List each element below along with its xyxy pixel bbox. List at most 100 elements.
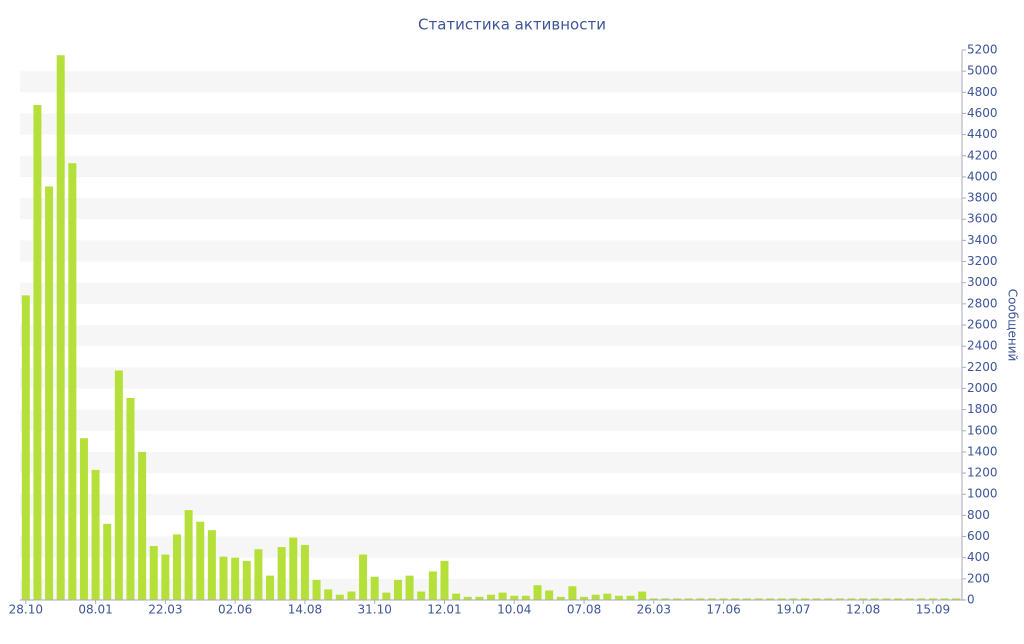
bar	[382, 592, 391, 600]
bar	[742, 598, 751, 600]
bar	[812, 598, 821, 600]
bar	[766, 598, 775, 600]
bar	[568, 586, 577, 600]
grid-band	[20, 494, 962, 516]
bar	[324, 589, 333, 600]
y-axis-label: Сообщений	[1006, 289, 1020, 362]
bar	[859, 598, 868, 600]
bar	[405, 575, 414, 600]
y-tick-label: 2800	[967, 296, 998, 310]
bar	[626, 595, 635, 600]
bar	[196, 521, 205, 600]
bar	[498, 592, 507, 600]
chart-title: Статистика активности	[418, 16, 606, 34]
bar	[21, 295, 30, 600]
bar	[56, 55, 65, 601]
bar	[231, 557, 240, 600]
y-tick-label: 400	[967, 550, 990, 564]
y-tick-label: 4400	[967, 127, 998, 141]
bar	[510, 595, 519, 600]
bar	[277, 547, 286, 600]
y-tick-label: 0	[967, 593, 975, 607]
bar	[45, 186, 54, 600]
bar	[161, 554, 170, 600]
bar	[79, 438, 88, 600]
bar	[207, 530, 216, 600]
bar	[591, 594, 600, 600]
bar	[266, 575, 275, 600]
y-tick-label: 2600	[967, 318, 998, 332]
x-tick-label: 07.08	[567, 603, 601, 617]
bar	[731, 598, 740, 600]
bar	[312, 579, 321, 600]
bar	[952, 598, 961, 600]
y-tick-label: 600	[967, 529, 990, 543]
bar	[719, 598, 728, 600]
bar	[870, 598, 879, 600]
bar	[940, 598, 949, 600]
bar	[684, 598, 693, 600]
x-tick-label: 12.08	[846, 603, 880, 617]
bar	[835, 598, 844, 600]
bar	[289, 537, 298, 600]
bar	[754, 598, 763, 600]
x-tick-label: 31.10	[358, 603, 392, 617]
x-tick-label: 17.06	[706, 603, 740, 617]
bar	[673, 598, 682, 600]
bar	[801, 598, 809, 600]
bar	[638, 591, 647, 600]
bar	[370, 576, 379, 600]
y-tick-label: 1400	[967, 444, 998, 458]
x-tick-label: 22.03	[148, 603, 182, 617]
grid-band	[20, 198, 962, 220]
bar	[417, 591, 426, 600]
y-tick-label: 3400	[967, 233, 998, 247]
y-tick-label: 1600	[967, 423, 998, 437]
y-tick-label: 4800	[967, 85, 998, 99]
bar	[335, 594, 344, 600]
bar	[487, 594, 495, 600]
x-tick-label: 26.03	[637, 603, 671, 617]
y-tick-label: 3800	[967, 191, 998, 205]
grid-band	[20, 71, 962, 93]
x-tick-label: 12.01	[427, 603, 461, 617]
grid-band	[20, 367, 962, 389]
bar	[184, 510, 193, 600]
bar	[452, 593, 461, 600]
bar	[533, 585, 542, 600]
y-tick-label: 4600	[967, 106, 998, 120]
bar	[580, 596, 589, 600]
bar	[68, 163, 77, 600]
bar	[789, 598, 798, 600]
y-tick-label: 3200	[967, 254, 998, 268]
y-tick-label: 2000	[967, 381, 998, 395]
grid-band	[20, 282, 962, 304]
bar	[347, 591, 356, 600]
grid-band	[20, 536, 962, 558]
bar	[114, 370, 123, 600]
bar	[894, 598, 903, 600]
y-tick-label: 5200	[967, 43, 998, 57]
grid-band	[20, 451, 962, 474]
bar	[545, 590, 554, 600]
bar	[300, 545, 309, 600]
y-tick-label: 3000	[967, 275, 998, 289]
bar	[905, 598, 914, 600]
y-tick-label: 1800	[967, 402, 998, 416]
x-tick-label: 10.04	[497, 603, 531, 617]
bar	[440, 560, 449, 600]
x-tick-label: 08.01	[78, 603, 112, 617]
bar	[928, 598, 937, 600]
y-tick-label: 2200	[967, 360, 998, 374]
x-tick-label: 14.08	[288, 603, 322, 617]
y-tick-label: 1200	[967, 466, 998, 480]
bar	[428, 571, 437, 600]
bar	[707, 598, 716, 600]
bar	[649, 598, 658, 600]
bar	[33, 105, 42, 600]
grid-band	[20, 240, 962, 262]
bar	[521, 595, 530, 600]
y-tick-label: 2400	[967, 339, 998, 353]
bar	[603, 593, 612, 600]
